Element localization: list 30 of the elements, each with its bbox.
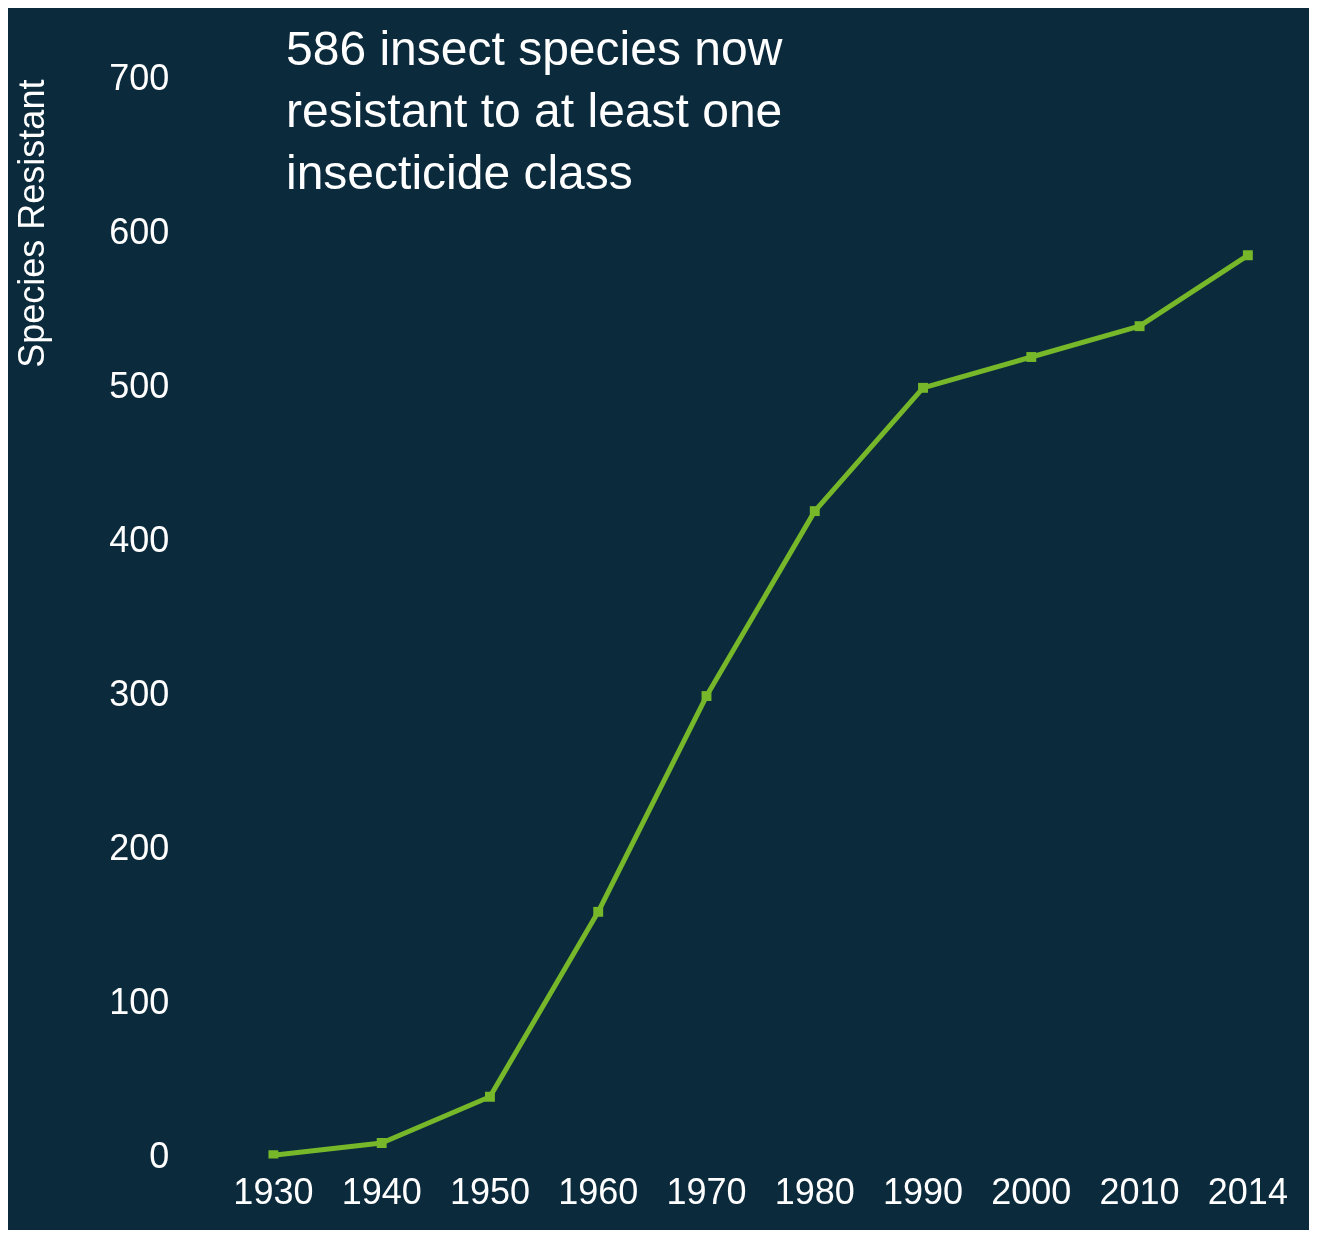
x-tick-label: 2000 [991, 1170, 1072, 1212]
x-tick-label: 1950 [449, 1170, 530, 1212]
point [1026, 352, 1037, 362]
y-tick-label: 300 [109, 672, 170, 714]
annotation: 586 insect species now resistant to at least one insecticide class [286, 22, 783, 200]
y-axis-title: Species Resistant [10, 79, 52, 368]
y-tick-label: 500 [109, 364, 170, 406]
x-tick-label: 1930 [233, 1170, 314, 1212]
point [376, 1138, 387, 1148]
y-tick-label: 200 [109, 827, 170, 869]
x-tick-label: 1990 [883, 1170, 964, 1212]
point [809, 506, 820, 517]
y-tick-label: 0 [149, 1135, 170, 1177]
point [268, 1150, 279, 1159]
x-tick-label: 1940 [341, 1170, 422, 1212]
point [1242, 250, 1253, 261]
x-tick-label: 1970 [666, 1170, 747, 1212]
point [485, 1091, 495, 1102]
point [1134, 321, 1145, 332]
y-tick-label: 700 [109, 56, 170, 98]
point [701, 691, 712, 702]
y-tick-label: 400 [109, 518, 170, 560]
y-tick-label: 100 [109, 981, 170, 1023]
point [593, 906, 604, 917]
point [918, 382, 928, 393]
x-tick-label: 1960 [558, 1170, 639, 1212]
x-tick-label: 2014 [1207, 1170, 1288, 1212]
x-tick-label: 1980 [774, 1170, 855, 1212]
y-tick-label: 600 [109, 210, 170, 252]
x-tick-label: 2010 [1099, 1170, 1180, 1212]
